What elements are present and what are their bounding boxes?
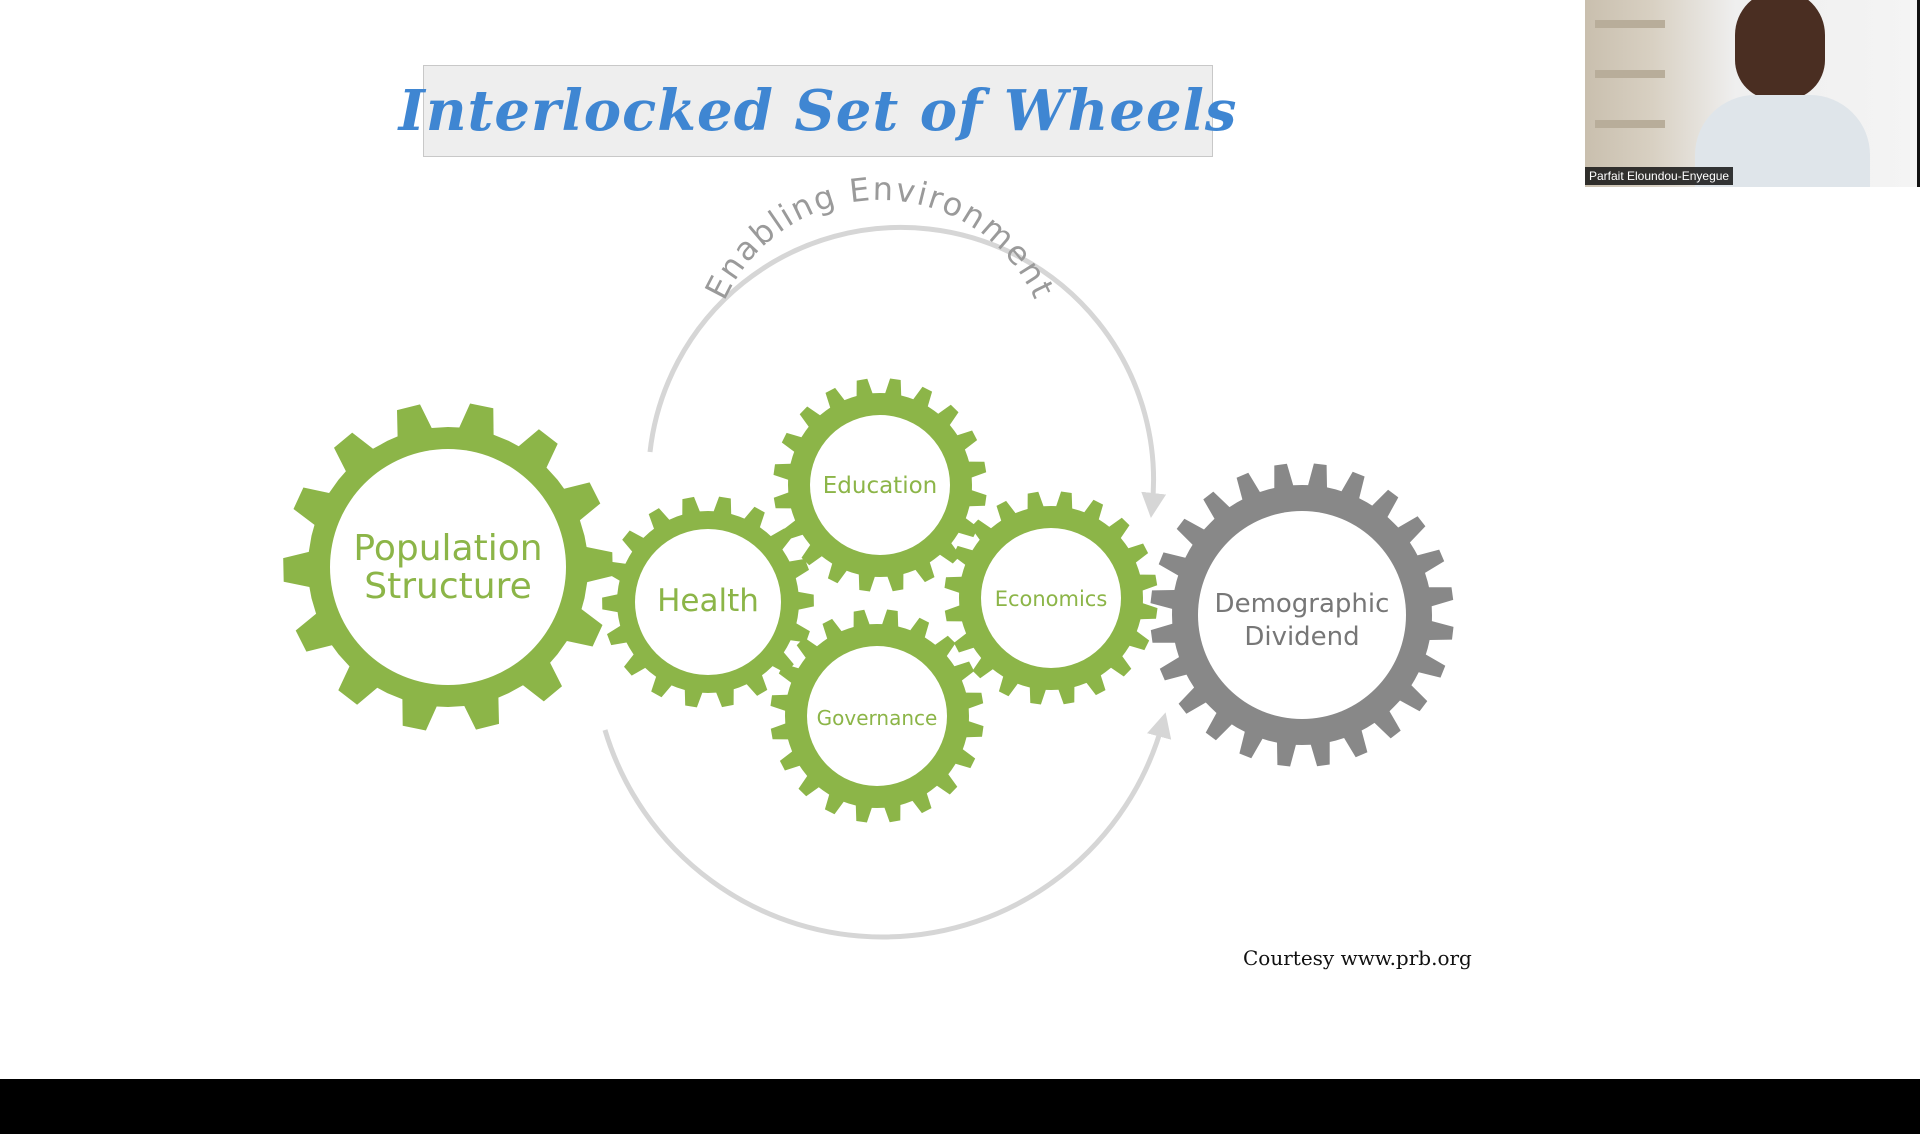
participant-video-tile[interactable]: Parfait Eloundou-Enyegue (1585, 0, 1920, 187)
courtesy-text: Courtesy www.prb.org (1243, 946, 1472, 970)
gear-center (810, 415, 950, 555)
top-arrow-arc (647, 224, 1167, 518)
gear-center (981, 528, 1121, 668)
dividend-label-line2: Dividend (1244, 622, 1359, 652)
wheels-diagram: Enabling Environment Population Structur… (283, 170, 1454, 940)
background-shelf (1595, 70, 1665, 78)
participant-name-label: Parfait Eloundou-Enyegue (1585, 167, 1734, 185)
economics-label: Economics (995, 587, 1108, 611)
gear-center (635, 529, 781, 675)
slide-title: Interlocked Set of Wheels (398, 78, 1238, 144)
economics-gear (944, 491, 1158, 705)
dividend-label-line1: Demographic (1215, 589, 1390, 619)
governance-gear (770, 609, 984, 823)
arc-label-path: Enabling Environment (697, 170, 1060, 305)
background-shelf (1595, 20, 1665, 28)
participant-head (1735, 0, 1825, 100)
population-label-line2: Structure (364, 566, 531, 607)
background-shelf (1595, 120, 1665, 128)
video-tile-edge (1917, 0, 1920, 187)
health-gear (602, 496, 814, 708)
population-label-line1: Population (353, 528, 542, 569)
gear-center (330, 449, 566, 685)
bottom-arrow-arc (602, 712, 1172, 940)
slide-title-box: Interlocked Set of Wheels (399, 65, 1236, 157)
gear-center (1198, 511, 1406, 719)
gear-center (807, 646, 947, 786)
demographic-dividend-gear (1150, 463, 1454, 767)
education-label: Education (823, 473, 938, 499)
health-label: Health (657, 583, 759, 619)
education-gear (773, 378, 987, 592)
population-structure-gear (283, 403, 613, 731)
arc-label: Enabling Environment (697, 170, 1062, 305)
governance-label: Governance (817, 706, 938, 730)
